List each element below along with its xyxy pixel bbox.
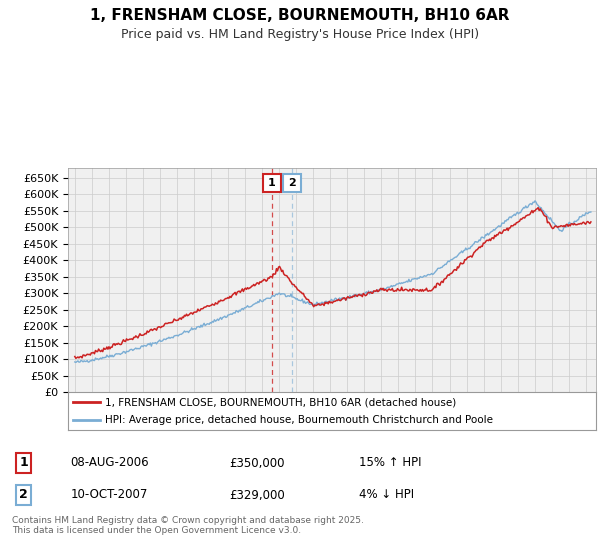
Text: 15% ↑ HPI: 15% ↑ HPI (359, 456, 421, 469)
Text: HPI: Average price, detached house, Bournemouth Christchurch and Poole: HPI: Average price, detached house, Bour… (105, 415, 493, 424)
Text: 1: 1 (19, 456, 28, 469)
Text: £350,000: £350,000 (229, 456, 285, 469)
Text: Contains HM Land Registry data © Crown copyright and database right 2025.
This d: Contains HM Land Registry data © Crown c… (12, 516, 364, 535)
Text: 1, FRENSHAM CLOSE, BOURNEMOUTH, BH10 6AR: 1, FRENSHAM CLOSE, BOURNEMOUTH, BH10 6AR (90, 8, 510, 23)
Text: 2: 2 (19, 488, 28, 502)
Text: 1: 1 (268, 178, 276, 188)
Text: 2: 2 (289, 178, 296, 188)
Text: 08-AUG-2006: 08-AUG-2006 (71, 456, 149, 469)
Text: 1, FRENSHAM CLOSE, BOURNEMOUTH, BH10 6AR (detached house): 1, FRENSHAM CLOSE, BOURNEMOUTH, BH10 6AR… (105, 397, 456, 407)
Text: £329,000: £329,000 (229, 488, 285, 502)
Text: 10-OCT-2007: 10-OCT-2007 (71, 488, 148, 502)
Text: Price paid vs. HM Land Registry's House Price Index (HPI): Price paid vs. HM Land Registry's House … (121, 28, 479, 41)
Text: 4% ↓ HPI: 4% ↓ HPI (359, 488, 414, 502)
